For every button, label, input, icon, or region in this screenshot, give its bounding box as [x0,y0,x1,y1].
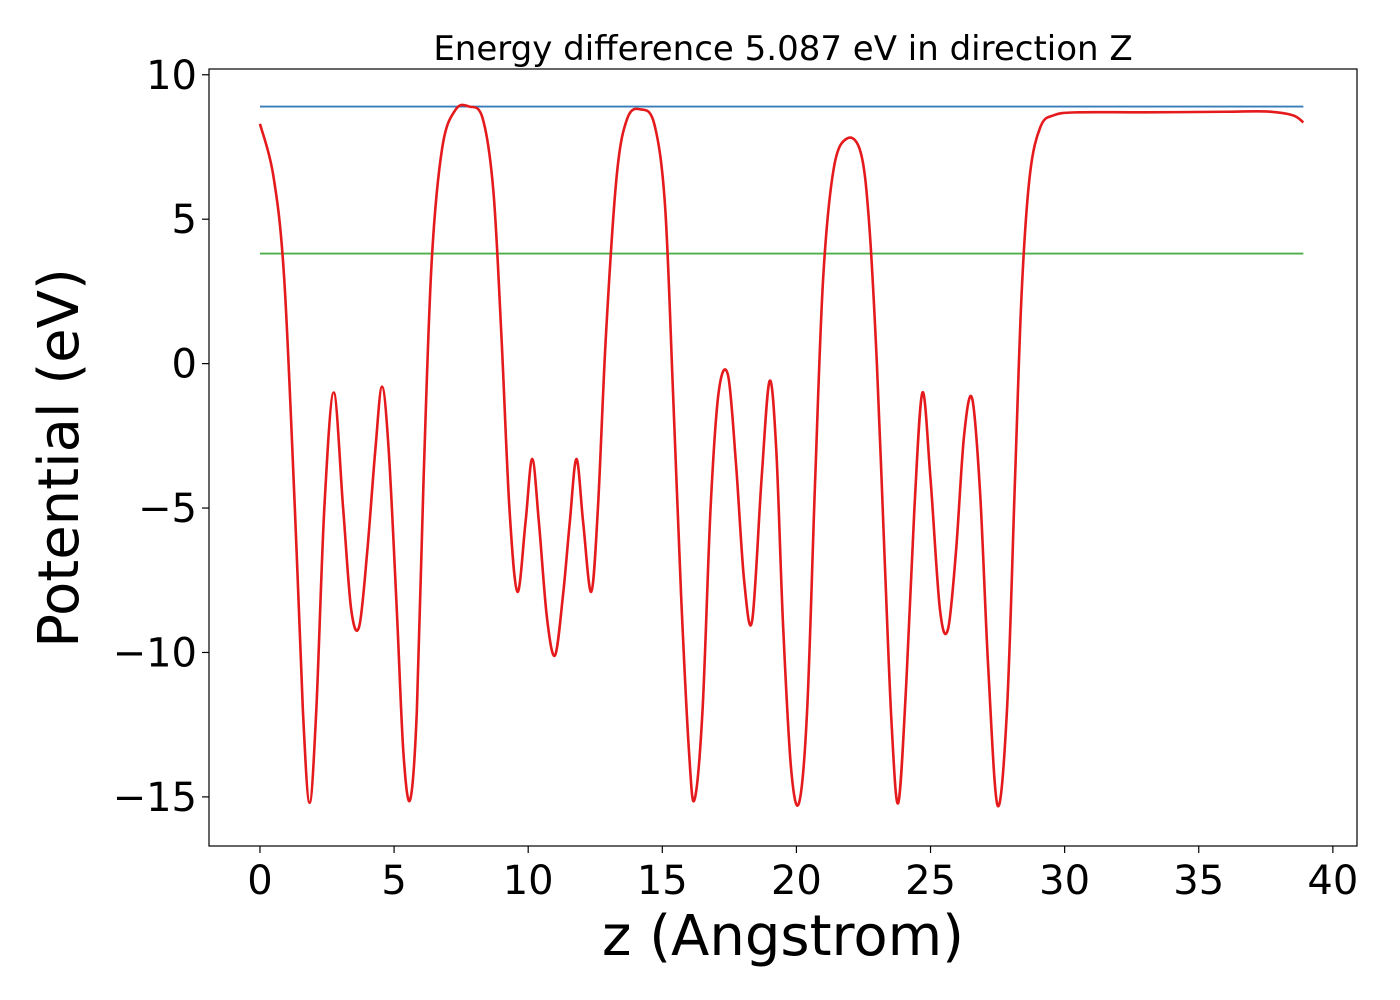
x-tick-label: 15 [637,858,688,904]
chart-title: Energy difference 5.087 eV in direction … [433,29,1132,69]
x-tick-label: 40 [1307,858,1358,904]
x-tick-label: 5 [381,858,406,904]
series-line-0 [258,103,1305,808]
y-tick-label: −10 [113,630,197,676]
x-tick-label: 0 [247,858,272,904]
y-axis-title: Potential (eV) [27,268,92,648]
x-tick-label: 35 [1173,858,1224,904]
plot-lines [258,103,1305,808]
x-tick-label: 20 [771,858,822,904]
y-tick-label: 5 [172,197,197,243]
plot-frame [208,68,1358,847]
y-tick-label: −15 [113,775,197,821]
y-axis-ticks: −15 −10 −5 0 5 10 [113,53,209,821]
x-axis-ticks: 0 5 10 15 20 25 30 35 40 [247,846,1358,904]
x-tick-label: 25 [905,858,956,904]
x-tick-label: 30 [1039,858,1090,904]
y-tick-label: −5 [138,486,197,532]
y-tick-label: 0 [172,342,197,388]
y-tick-label: 10 [146,53,197,99]
x-tick-label: 10 [503,858,554,904]
x-axis-title: z (Angstrom) [602,904,964,969]
